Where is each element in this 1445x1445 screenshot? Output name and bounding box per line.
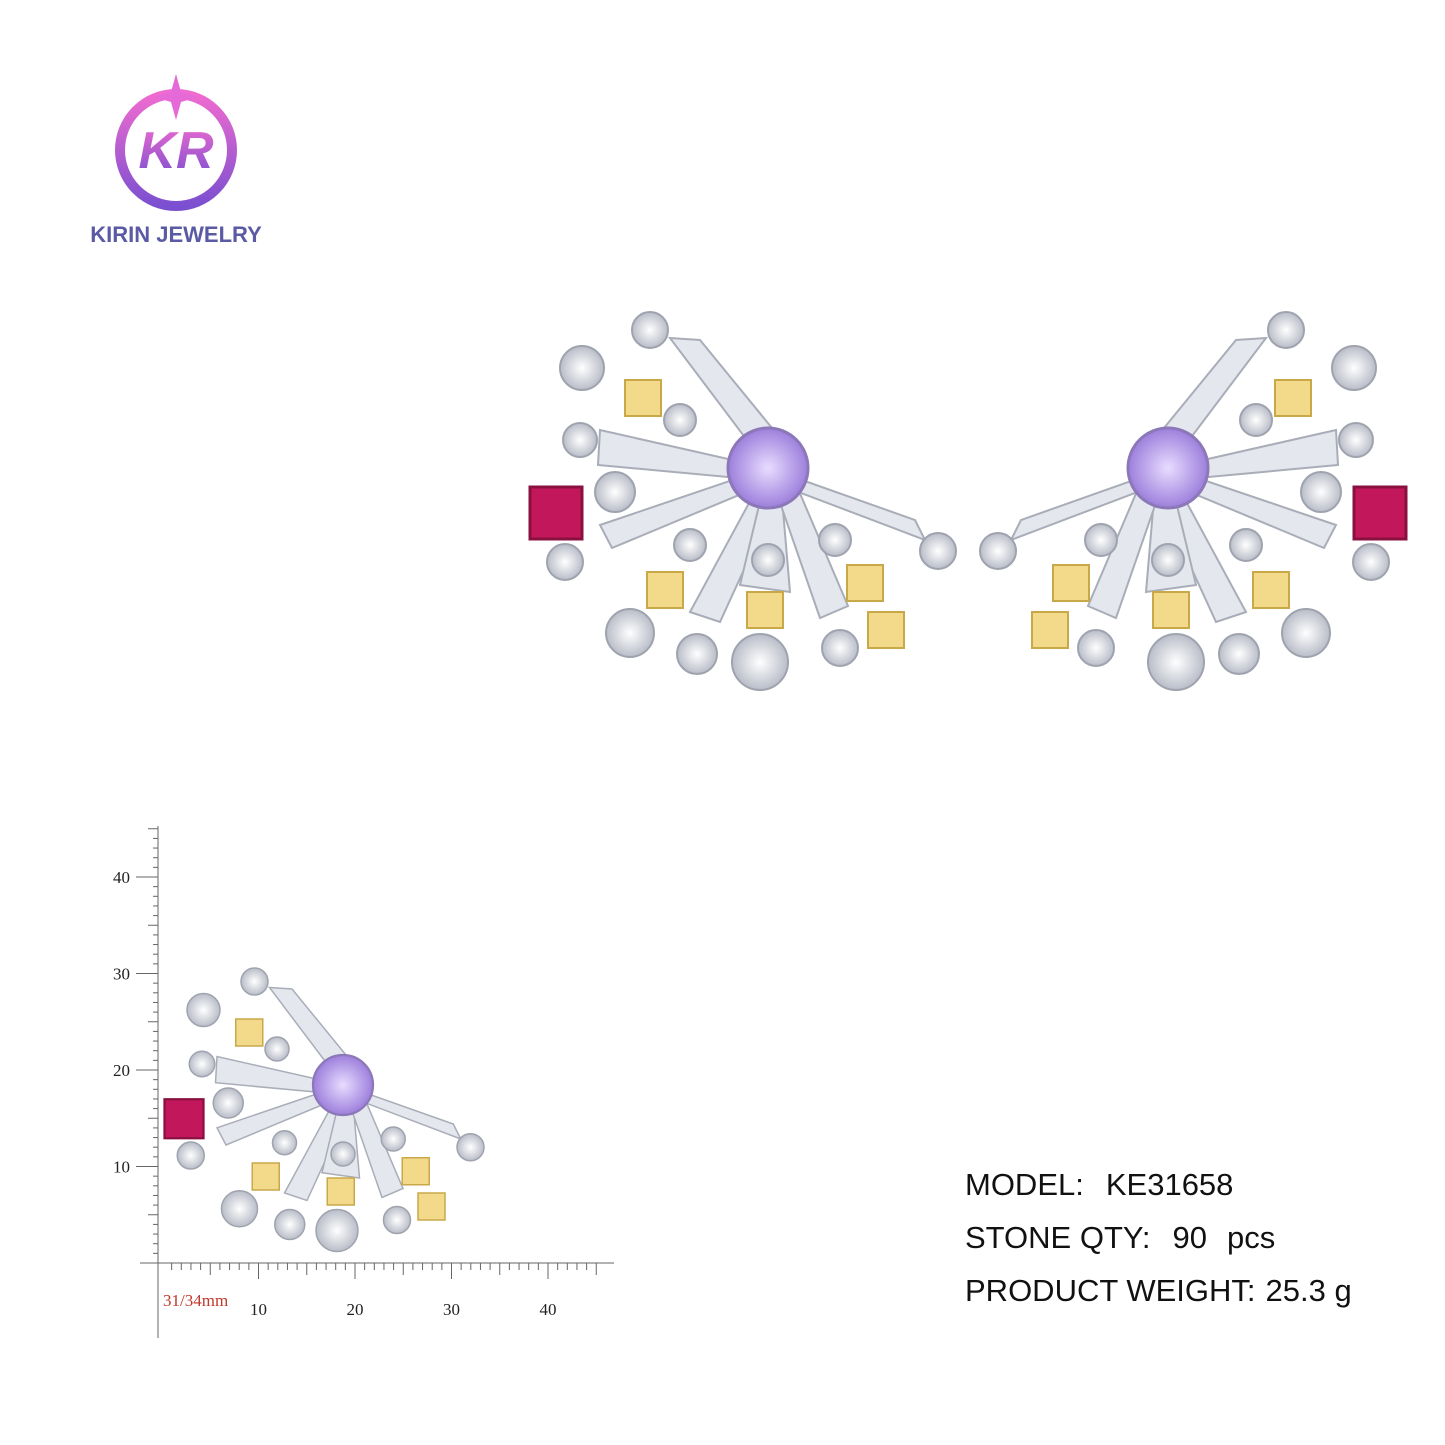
scale-earring <box>163 966 486 1253</box>
spec-unit: pcs <box>1227 1220 1275 1255</box>
y-tick-label: 30 <box>113 965 130 984</box>
spec-line: STONE QTY: 90 pcs <box>965 1220 1275 1255</box>
size-label: 31/34mm <box>163 1291 228 1310</box>
spec-label: PRODUCT WEIGHT: <box>965 1273 1256 1308</box>
spec-value: 25.3 g <box>1266 1273 1352 1308</box>
logo: KR KIRIN JEWELRY <box>90 74 262 247</box>
spec-value: KE31658 <box>1106 1167 1234 1202</box>
spec-line: MODEL: KE31658 <box>965 1167 1233 1202</box>
specs: MODEL: KE31658 STONE QTY: 90 pcs PRODUCT WEIG… <box>965 1167 1352 1308</box>
spec-line: PRODUCT WEIGHT: 25.3 g <box>965 1273 1352 1308</box>
x-tick-label: 20 <box>347 1300 364 1319</box>
left-earring <box>528 310 958 692</box>
y-tick-label: 40 <box>113 868 130 887</box>
spec-label: STONE QTY: <box>965 1220 1150 1255</box>
logo-star <box>154 74 198 120</box>
x-tick-label: 40 <box>540 1300 557 1319</box>
ruler <box>136 826 614 1338</box>
brand-name: KIRIN JEWELRY <box>90 222 262 247</box>
x-tick-label: 30 <box>443 1300 460 1319</box>
y-tick-label: 20 <box>113 1061 130 1080</box>
x-tick-label: 10 <box>250 1300 267 1319</box>
right-earring <box>978 310 1408 692</box>
logo-monogram: KR <box>138 122 214 180</box>
y-tick-label: 10 <box>113 1158 130 1177</box>
spec-value: 90 <box>1172 1220 1206 1255</box>
spec-label: MODEL: <box>965 1167 1084 1202</box>
